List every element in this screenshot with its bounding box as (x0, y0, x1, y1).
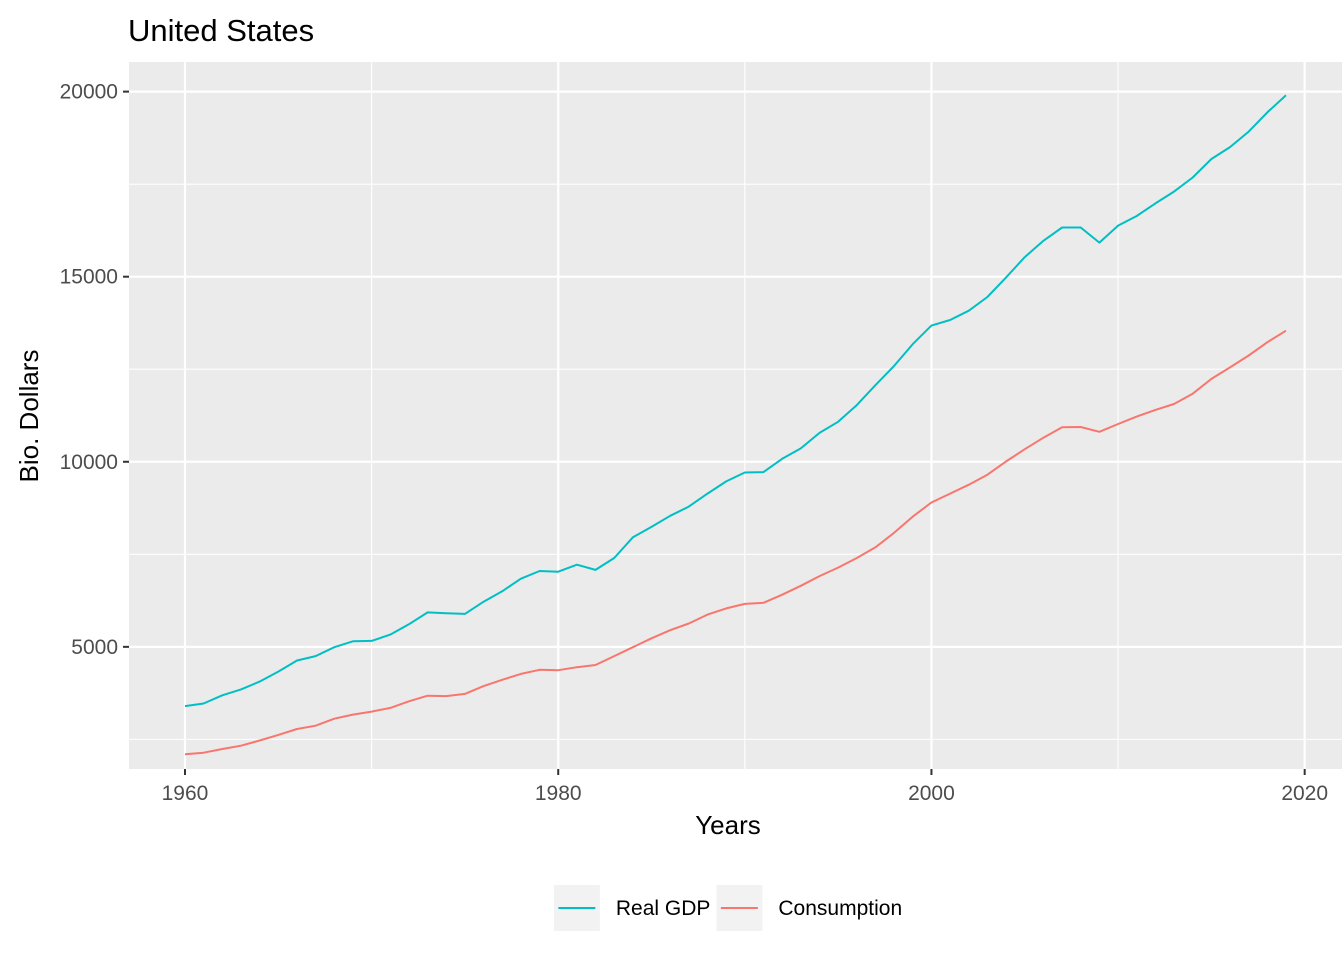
y-tick-label: 15000 (60, 266, 118, 289)
axes: 1960 1980 2000 2020 5000 10000 15000 20000 (60, 81, 1328, 805)
grid-major (129, 62, 1342, 769)
y-axis-title: Bio. Dollars (14, 350, 44, 483)
grid-minor (129, 62, 1342, 769)
y-tick-label: 5000 (71, 636, 118, 659)
x-axis-title: Years (695, 810, 761, 840)
legend-label-real-gdp: Real GDP (616, 897, 711, 920)
x-tick-label: 2000 (908, 782, 955, 805)
series-line-consumption (184, 329, 1287, 756)
plot-panel (129, 62, 1342, 769)
y-tick-label: 20000 (60, 81, 118, 104)
x-tick-label: 1980 (535, 782, 582, 805)
series-layer (184, 94, 1287, 756)
y-tick-label: 10000 (60, 451, 118, 474)
series-line-real-gdp (184, 94, 1287, 708)
x-tick-label: 1960 (162, 782, 209, 805)
legend-label-consumption: Consumption (778, 897, 902, 920)
legend: Real GDP Consumption (553, 885, 902, 931)
x-tick-label: 2020 (1281, 782, 1328, 805)
chart-title: United States (128, 13, 314, 48)
